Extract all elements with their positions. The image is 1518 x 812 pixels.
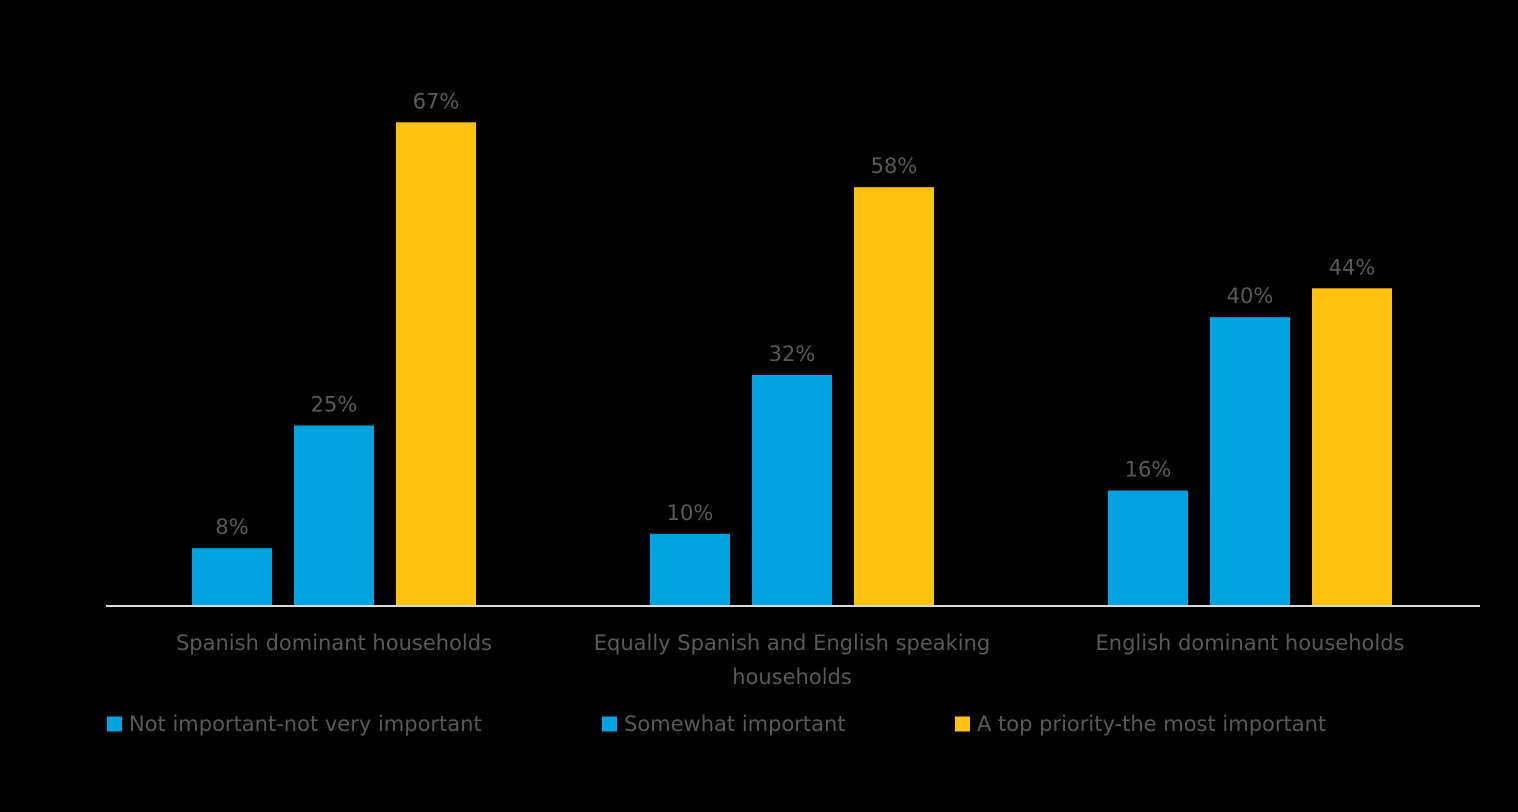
- category-label-1-line-1: Spanish dominant households: [176, 631, 492, 655]
- bar-series1-cat1: [192, 548, 272, 606]
- data-labels-layer: 8% 25% 67% 10% 32% 58% 16% 40% 44%: [215, 89, 1375, 539]
- legend-swatch-3: [955, 716, 970, 732]
- data-label-series3-cat2: 58%: [871, 154, 918, 178]
- data-label-series2-cat3: 40%: [1227, 284, 1274, 308]
- category-label-3-line-1: English dominant households: [1096, 631, 1405, 655]
- data-label-series2-cat2: 32%: [769, 342, 816, 366]
- bar-series2-cat2: [752, 375, 832, 606]
- bar-series2-cat1: [294, 425, 374, 606]
- bar-series2-cat3: [1210, 317, 1290, 606]
- legend-label-2: Somewhat important: [624, 712, 846, 736]
- category-labels-layer: Spanish dominant households Equally Spani…: [176, 631, 1405, 689]
- data-label-series3-cat3: 44%: [1329, 255, 1376, 279]
- data-label-series1-cat1: 8%: [215, 515, 248, 539]
- bar-series1-cat2: [650, 533, 730, 606]
- bar-series3-cat2: [854, 187, 934, 606]
- bars-layer: [192, 122, 1392, 607]
- data-label-series2-cat1: 25%: [311, 393, 358, 417]
- legend-label-1: Not important-not very important: [129, 712, 482, 736]
- legend-swatch-1: [107, 716, 122, 732]
- legend-swatch-2: [602, 716, 617, 732]
- legend-label-3: A top priority-the most important: [977, 712, 1326, 736]
- bar-series3-cat1: [396, 122, 476, 607]
- data-label-series1-cat3: 16%: [1125, 458, 1172, 482]
- legend: Not important-not very important Somewhat…: [107, 712, 1326, 736]
- data-label-series3-cat1: 67%: [413, 89, 460, 113]
- data-label-series1-cat2: 10%: [667, 501, 714, 525]
- bar-series3-cat3: [1312, 288, 1392, 606]
- category-label-2-line-1: Equally Spanish and English speaking: [594, 631, 991, 655]
- bar-series1-cat3: [1108, 490, 1188, 606]
- category-label-2-line-2: households: [732, 665, 852, 689]
